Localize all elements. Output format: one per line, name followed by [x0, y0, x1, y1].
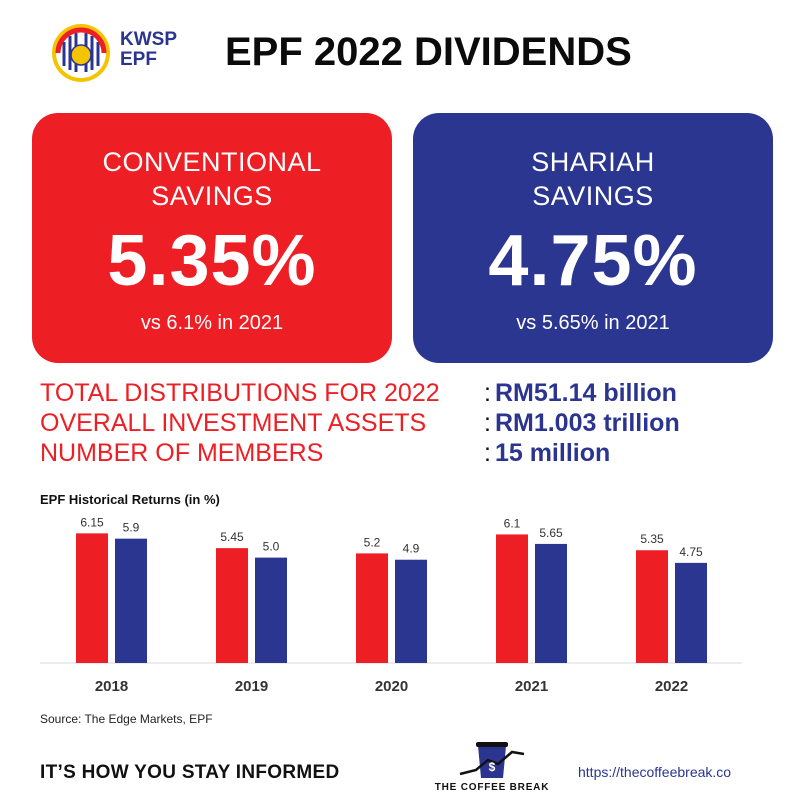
data-label: 5.2	[364, 535, 381, 549]
data-label: 5.0	[263, 540, 280, 554]
stats-list: TOTAL DISTRIBUTIONS FOR 2022 : RM51.14 bi…	[40, 378, 760, 468]
website-link[interactable]: https://thecoffeebreak.co	[578, 764, 732, 780]
shariah-savings-card: SHARIAH SAVINGS 4.75% vs 5.65% in 2021	[413, 113, 773, 363]
svg-text:$: $	[489, 760, 496, 774]
logo-text-epf: EPF	[120, 49, 157, 70]
stat-label: OVERALL INVESTMENT ASSETS	[40, 409, 427, 437]
page-title: EPF 2022 DIVIDENDS	[225, 30, 632, 74]
stat-row: OVERALL INVESTMENT ASSETS : RM1.003 trill…	[40, 408, 760, 438]
brand-name: THE COFFEE BREAK	[434, 782, 550, 793]
shariah-label-line1: SHARIAH	[531, 147, 655, 177]
shariah-label: SHARIAH SAVINGS	[413, 145, 773, 213]
data-label: 4.75	[679, 545, 703, 559]
logo-text-kwsp: KWSP	[120, 29, 177, 50]
stat-label: TOTAL DISTRIBUTIONS FOR 2022	[40, 379, 440, 407]
coffee-cup-logo-icon: $	[459, 742, 525, 778]
bar	[675, 562, 707, 663]
bar	[216, 548, 248, 663]
stat-label: NUMBER OF MEMBERS	[40, 439, 324, 467]
shariah-comparison: vs 5.65% in 2021	[516, 312, 670, 334]
shariah-label-line2: SAVINGS	[532, 181, 654, 211]
tagline: IT’S HOW YOU STAY INFORMED	[40, 762, 340, 783]
stat-row: TOTAL DISTRIBUTIONS FOR 2022 : RM51.14 bi…	[40, 378, 760, 408]
returns-bar-chart: 6.15 5.9 2018 5.45 5.0 2019 5.2 4.9 2020 6.1 5.65 2…	[40, 515, 742, 695]
kwsp-emblem-icon	[52, 24, 110, 82]
bar	[255, 557, 287, 663]
data-label: 5.9	[123, 521, 140, 535]
conventional-comparison: vs 6.1% in 2021	[140, 312, 284, 334]
coffee-break-logo: $ THE COFFEE BREAK	[432, 740, 552, 795]
data-label: 5.45	[220, 530, 244, 544]
x-tick-label: 2019	[235, 678, 268, 695]
stat-value: RM1.003 trillion	[494, 409, 680, 437]
bar	[115, 538, 147, 663]
bar	[356, 553, 388, 663]
stat-row: NUMBER OF MEMBERS :15 million	[40, 438, 760, 468]
bar	[496, 534, 528, 663]
conventional-rate: 5.35%	[107, 221, 317, 301]
stat-value-wrap: : RM51.14 billion	[484, 379, 677, 407]
data-label: 6.1	[504, 516, 521, 530]
data-label: 4.9	[403, 542, 420, 556]
conventional-label: CONVENTIONAL SAVINGS	[32, 145, 392, 213]
stat-value: 15 million	[494, 439, 611, 467]
conventional-label-line1: CONVENTIONAL	[102, 147, 322, 177]
kwsp-logo: KWSP EPF	[50, 22, 200, 82]
bar	[535, 543, 567, 663]
x-tick-label: 2022	[655, 678, 688, 695]
x-tick-label: 2018	[95, 678, 128, 695]
shariah-rate: 4.75%	[488, 221, 698, 301]
data-label: 5.65	[539, 526, 563, 540]
stat-value-wrap: : RM1.003 trillion	[484, 409, 680, 437]
chart-title: EPF Historical Returns (in %)	[40, 492, 220, 507]
bar	[395, 559, 427, 663]
x-tick-label: 2021	[515, 678, 548, 695]
conventional-savings-card: CONVENTIONAL SAVINGS 5.35% vs 6.1% in 20…	[32, 113, 392, 363]
data-label: 5.35	[640, 532, 664, 546]
bar	[636, 550, 668, 663]
stat-value-wrap: :15 million	[484, 439, 611, 467]
bar	[76, 533, 108, 663]
x-tick-label: 2020	[375, 678, 408, 695]
stat-value: RM51.14 billion	[494, 379, 677, 407]
conventional-label-line2: SAVINGS	[151, 181, 273, 211]
source-note: Source: The Edge Markets, EPF	[40, 712, 213, 726]
data-label: 6.15	[80, 515, 104, 529]
